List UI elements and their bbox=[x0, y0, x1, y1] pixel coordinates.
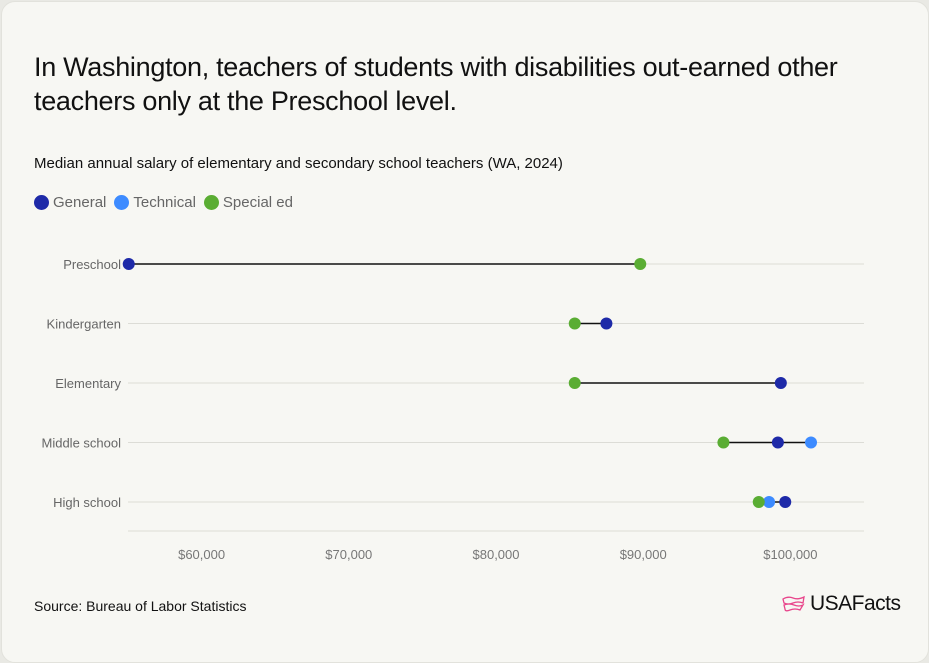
category-label: Kindergarten bbox=[47, 317, 121, 332]
legend-dot-special-ed bbox=[203, 195, 219, 210]
legend-label: General bbox=[53, 194, 107, 211]
x-tick-label: $100,000 bbox=[763, 547, 817, 562]
legend-dot-general bbox=[34, 195, 49, 210]
data-point-general bbox=[600, 317, 613, 330]
data-point-general bbox=[774, 377, 787, 389]
legend-item-technical: Technical bbox=[114, 194, 196, 211]
legend-label: Technical bbox=[133, 194, 196, 211]
data-point-general bbox=[771, 436, 784, 449]
us-flag-map-icon bbox=[782, 595, 805, 612]
category-label: Elementary bbox=[55, 376, 121, 391]
data-point-special-ed bbox=[568, 377, 581, 389]
legend-item-special-ed: Special ed bbox=[203, 194, 293, 211]
x-tick-label: $60,000 bbox=[178, 547, 225, 562]
data-point-general bbox=[779, 496, 792, 508]
legend-item-general: General bbox=[34, 194, 106, 211]
logo-text: USAFacts bbox=[810, 592, 901, 615]
data-point-special-ed bbox=[634, 258, 647, 270]
source-note: Source: Bureau of Labor Statistics bbox=[34, 598, 247, 614]
data-point-technical bbox=[805, 436, 818, 449]
x-tick-label: $70,000 bbox=[325, 547, 372, 562]
category-label: Middle school bbox=[42, 436, 122, 451]
usafacts-logo: USAFacts bbox=[782, 592, 901, 616]
x-tick-label: $90,000 bbox=[620, 547, 667, 562]
data-point-special-ed bbox=[752, 496, 765, 508]
data-point-special-ed bbox=[568, 317, 581, 330]
x-tick-label: $80,000 bbox=[473, 547, 520, 562]
chart-title: In Washington, teachers of students with… bbox=[34, 52, 838, 116]
legend: General Technical Special ed bbox=[34, 194, 293, 211]
data-point-technical bbox=[763, 496, 776, 508]
chart-subtitle: Median annual salary of elementary and s… bbox=[34, 155, 563, 172]
data-point-general bbox=[122, 258, 135, 270]
data-point-special-ed bbox=[717, 436, 730, 449]
category-label: Preschool bbox=[63, 257, 121, 272]
legend-label: Special ed bbox=[222, 194, 293, 211]
legend-dot-technical bbox=[114, 195, 130, 210]
category-label: High school bbox=[53, 495, 121, 510]
